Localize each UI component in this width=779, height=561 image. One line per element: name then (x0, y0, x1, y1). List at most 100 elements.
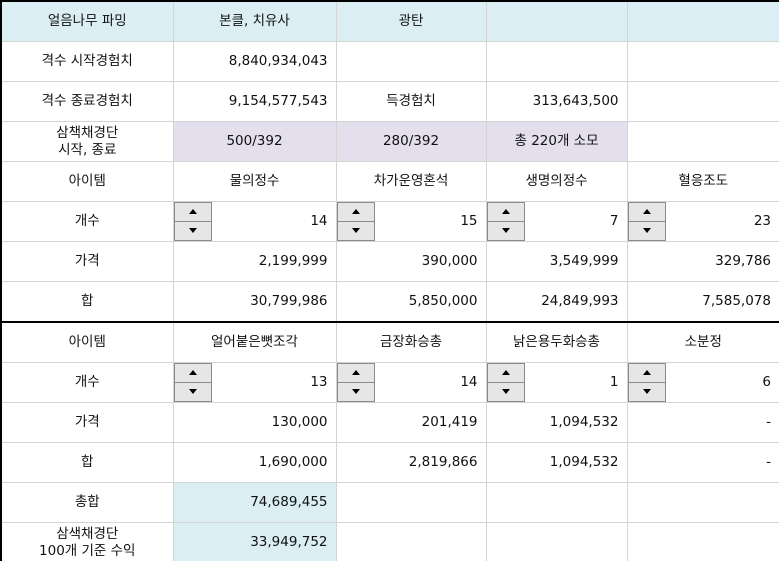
spin-up-button[interactable] (487, 202, 525, 222)
cell (485, 0, 628, 42)
cell: 낡은용두화승총 (485, 321, 628, 363)
cell-text: 9,154,577,543 (228, 93, 328, 109)
cell: 삼책채경단 시작, 종료 (0, 121, 174, 162)
cell: 313,643,500 (485, 81, 628, 122)
cell-text: 삼책채경단 시작, 종료 (56, 124, 119, 158)
arrow-glyph (188, 370, 197, 375)
cell: 329,786 (626, 241, 779, 282)
cell (626, 121, 779, 162)
arrow-glyph (188, 228, 197, 233)
cell-text: 물의정수 (229, 173, 280, 189)
cell: 500/392 (172, 121, 337, 162)
arrow-glyph (501, 209, 510, 214)
table-row: 합 1,690,000 2,819,866 1,094,532 - (0, 442, 779, 483)
spin-down-button[interactable] (337, 383, 375, 402)
cell: 1,094,532 (485, 402, 628, 443)
cell-text: 201,419 (421, 414, 478, 430)
cell-text: 1,690,000 (258, 454, 328, 470)
table-row: 총합 74,689,455 (0, 482, 779, 523)
cell: 격수 시작경험치 (0, 41, 174, 82)
cell: 가격 (0, 241, 174, 282)
arrow-glyph (351, 370, 360, 375)
cell-text: 개수 (74, 374, 100, 390)
cell: 33,949,752 (172, 522, 337, 561)
cell (626, 0, 779, 42)
cell-text: 총합 (74, 494, 100, 510)
spin-up-button[interactable] (174, 202, 212, 222)
up-arrow (351, 370, 360, 375)
cell-text: 15 (460, 213, 478, 229)
down-arrow (188, 228, 197, 233)
cell: 삼색채경단 100개 기준 수익 (0, 522, 174, 561)
spin-down-button[interactable] (487, 383, 525, 402)
cell-text: 광탄 (398, 13, 424, 29)
cell-text: 아이템 (68, 334, 106, 350)
cell-text: 1,094,532 (549, 414, 619, 430)
cell-text: 6 (762, 374, 771, 390)
table-row: 얼음나무 파밍 본클, 치유사 광탄 (0, 0, 779, 42)
cell: 30,799,986 (172, 281, 337, 323)
spin-up-button[interactable] (174, 363, 212, 383)
spinner (487, 363, 525, 402)
up-arrow (501, 209, 510, 214)
up-arrow (642, 370, 651, 375)
cell: 15 (335, 201, 487, 242)
cell-text: 아이템 (68, 173, 106, 189)
spin-down-button[interactable] (337, 222, 375, 241)
cell: 2,199,999 (172, 241, 337, 282)
cell-text: - (766, 454, 771, 470)
cell: 개수 (0, 362, 174, 403)
cell: 7,585,078 (626, 281, 779, 323)
cell-text: 14 (310, 213, 328, 229)
cell (626, 41, 779, 82)
cell: 득경험치 (335, 81, 487, 122)
cell: 개수 (0, 201, 174, 242)
cell-text: 가격 (74, 414, 100, 430)
spin-up-button[interactable] (337, 202, 375, 222)
cell: 8,840,934,043 (172, 41, 337, 82)
cell-text: 3,549,999 (549, 253, 619, 269)
cell-text: 가격 (74, 253, 100, 269)
cell: 23 (626, 201, 779, 242)
arrow-glyph (501, 228, 510, 233)
cell: 본클, 치유사 (172, 0, 337, 42)
spin-up-button[interactable] (337, 363, 375, 383)
cell: 1 (485, 362, 628, 403)
spin-down-button[interactable] (174, 222, 212, 241)
cell-text: 5,850,000 (408, 293, 478, 309)
spinner (337, 202, 375, 241)
cell: 1,690,000 (172, 442, 337, 483)
table-row: 삼색채경단 100개 기준 수익 33,949,752 (0, 522, 779, 561)
cell: - (626, 402, 779, 443)
spin-down-button[interactable] (628, 383, 666, 402)
cell-text: 1,094,532 (549, 454, 619, 470)
spin-up-button[interactable] (487, 363, 525, 383)
cell-text: 얼어붙은뼛조각 (211, 334, 298, 350)
cell: 차가운영혼석 (335, 161, 487, 202)
spin-up-button[interactable] (628, 202, 666, 222)
arrow-glyph (642, 389, 651, 394)
cell-text: 33,949,752 (250, 534, 328, 550)
down-arrow (501, 389, 510, 394)
cell-text: 격수 종료경험치 (41, 93, 133, 109)
arrow-glyph (501, 389, 510, 394)
spin-down-button[interactable] (487, 222, 525, 241)
up-arrow (351, 209, 360, 214)
spinner (174, 363, 212, 402)
arrow-glyph (188, 209, 197, 214)
arrow-glyph (642, 228, 651, 233)
cell: 6 (626, 362, 779, 403)
spin-down-button[interactable] (174, 383, 212, 402)
cell-text: 1 (609, 374, 619, 390)
cell (485, 41, 628, 82)
cell (485, 522, 628, 561)
spin-up-button[interactable] (628, 363, 666, 383)
cell-text: 14 (460, 374, 478, 390)
spinner (487, 202, 525, 241)
spin-down-button[interactable] (628, 222, 666, 241)
cell-text: 13 (310, 374, 328, 390)
spinner (174, 202, 212, 241)
up-arrow (188, 370, 197, 375)
cell-text: 본클, 치유사 (219, 13, 290, 29)
cell: 14 (172, 201, 337, 242)
